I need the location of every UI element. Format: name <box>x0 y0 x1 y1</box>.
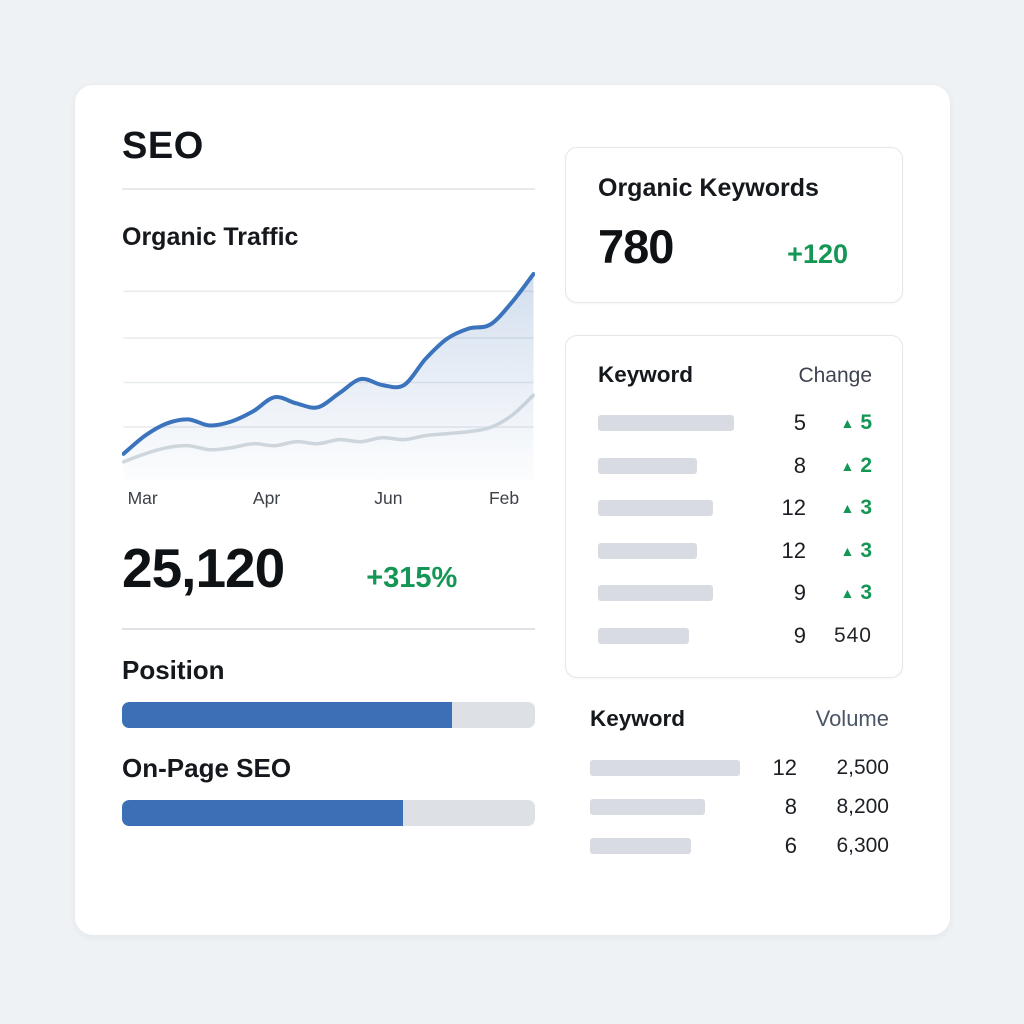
keyword-count: 9 <box>793 580 806 606</box>
keyword-count: 8 <box>784 793 797 819</box>
x-tick-label: Mar <box>127 488 158 508</box>
keyword-column-header: Keyword <box>598 362 694 387</box>
keyword-change-value: ▲ 5 <box>806 411 872 435</box>
keyword-placeholder-bar <box>598 500 713 517</box>
arrow-up-icon: ▲ <box>840 500 855 517</box>
x-tick-label: Feb <box>488 488 520 508</box>
section-divider <box>122 628 535 630</box>
page-title: SEO <box>122 125 204 167</box>
keyword-count: 5 <box>793 410 806 436</box>
organic-keywords-stats: 780 +120 <box>598 219 870 274</box>
keyword-placeholder-bar <box>598 415 734 432</box>
keyword-change-card: Keyword Change 5 ▲ 5 8 ▲ 2 12 ▲ 3 <box>565 335 903 678</box>
volume-value: 8,200 <box>836 794 889 818</box>
keyword-change-value: ▲ 3 <box>806 581 872 605</box>
traffic-stats: 25,120 +315% <box>122 536 535 600</box>
volume-row: 8 8,200 <box>590 787 889 826</box>
arrow-up-icon: ▲ <box>840 542 855 559</box>
x-tick-label: Jun <box>374 488 403 508</box>
keyword-placeholder-bar <box>590 837 691 854</box>
keyword-count: 8 <box>793 452 806 478</box>
traffic-change-badge: +315% <box>366 562 458 594</box>
arrow-up-icon: ▲ <box>840 415 855 432</box>
onpage-seo-progress-fill <box>122 800 403 826</box>
keyword-placeholder-bar <box>598 542 697 559</box>
volume-column-header: Volume <box>815 706 889 731</box>
keyword-count: 12 <box>772 754 797 780</box>
left-column: SEO Organic Traffic Mar Apr Jun Feb 25,1… <box>122 119 535 901</box>
change-number: 3 <box>860 496 872 520</box>
traffic-line-chart <box>122 272 535 480</box>
keyword-count: 9 <box>793 622 806 648</box>
chart-x-axis: Mar Apr Jun Feb <box>122 488 535 514</box>
keyword-placeholder-bar <box>598 585 713 602</box>
position-progress-fill <box>122 702 453 728</box>
keyword-row: 12 ▲ 3 <box>598 487 872 530</box>
organic-keywords-title: Organic Keywords <box>598 174 819 202</box>
change-number: 540 <box>833 623 872 647</box>
keyword-row: 9 ▲540 <box>598 615 872 658</box>
keyword-change-header: Keyword Change <box>598 362 872 388</box>
keyword-placeholder-bar <box>598 457 697 474</box>
change-column-header: Change <box>798 364 872 387</box>
onpage-seo-label: On-Page SEO <box>122 753 292 783</box>
organic-keywords-value: 780 <box>598 220 674 273</box>
keyword-placeholder-bar <box>598 627 689 644</box>
change-number: 3 <box>860 581 872 605</box>
keyword-count: 6 <box>784 832 797 858</box>
position-label: Position <box>122 655 225 685</box>
keyword-row: 5 ▲ 5 <box>598 402 872 445</box>
keyword-row: 9 ▲ 3 <box>598 572 872 615</box>
keyword-column-header: Keyword <box>590 706 686 731</box>
keyword-count: 12 <box>781 495 806 521</box>
traffic-value: 25,120 <box>122 537 285 599</box>
change-number: 3 <box>860 538 872 562</box>
header-divider <box>122 188 535 190</box>
keyword-count: 12 <box>781 537 806 563</box>
keyword-volume-section: Keyword Volume 12 2,500 8 8,200 6 6,300 <box>565 706 903 865</box>
keyword-placeholder-bar <box>590 759 740 776</box>
organic-keywords-card: Organic Keywords 780 +120 <box>565 147 903 303</box>
seo-dashboard-card: SEO Organic Traffic Mar Apr Jun Feb 25,1… <box>75 85 950 935</box>
right-column: Organic Keywords 780 +120 Keyword Change… <box>565 119 903 901</box>
volume-row: 12 2,500 <box>590 748 889 787</box>
onpage-seo-progress-bar <box>122 800 535 826</box>
position-progress-bar <box>122 702 535 728</box>
keyword-change-value: ▲540 <box>806 624 872 648</box>
keyword-row: 12 ▲ 3 <box>598 530 872 573</box>
arrow-up-icon: ▲ <box>840 585 855 602</box>
volume-row: 6 6,300 <box>590 826 889 865</box>
x-tick-label: Apr <box>252 488 281 508</box>
organic-traffic-chart: Mar Apr Jun Feb <box>122 268 535 514</box>
keyword-volume-header: Keyword Volume <box>590 706 889 732</box>
change-number: 2 <box>860 453 872 477</box>
keyword-change-value: ▲ 2 <box>806 454 872 478</box>
change-number: 5 <box>860 411 872 435</box>
keyword-change-value: ▲ 3 <box>806 539 872 563</box>
volume-value: 6,300 <box>836 833 889 857</box>
keyword-placeholder-bar <box>590 798 705 815</box>
organic-keywords-change-badge: +120 <box>787 239 848 269</box>
volume-value: 2,500 <box>836 755 889 779</box>
organic-traffic-title: Organic Traffic <box>122 223 299 251</box>
arrow-up-icon: ▲ <box>840 457 855 474</box>
keyword-row: 8 ▲ 2 <box>598 445 872 488</box>
keyword-change-value: ▲ 3 <box>806 496 872 520</box>
